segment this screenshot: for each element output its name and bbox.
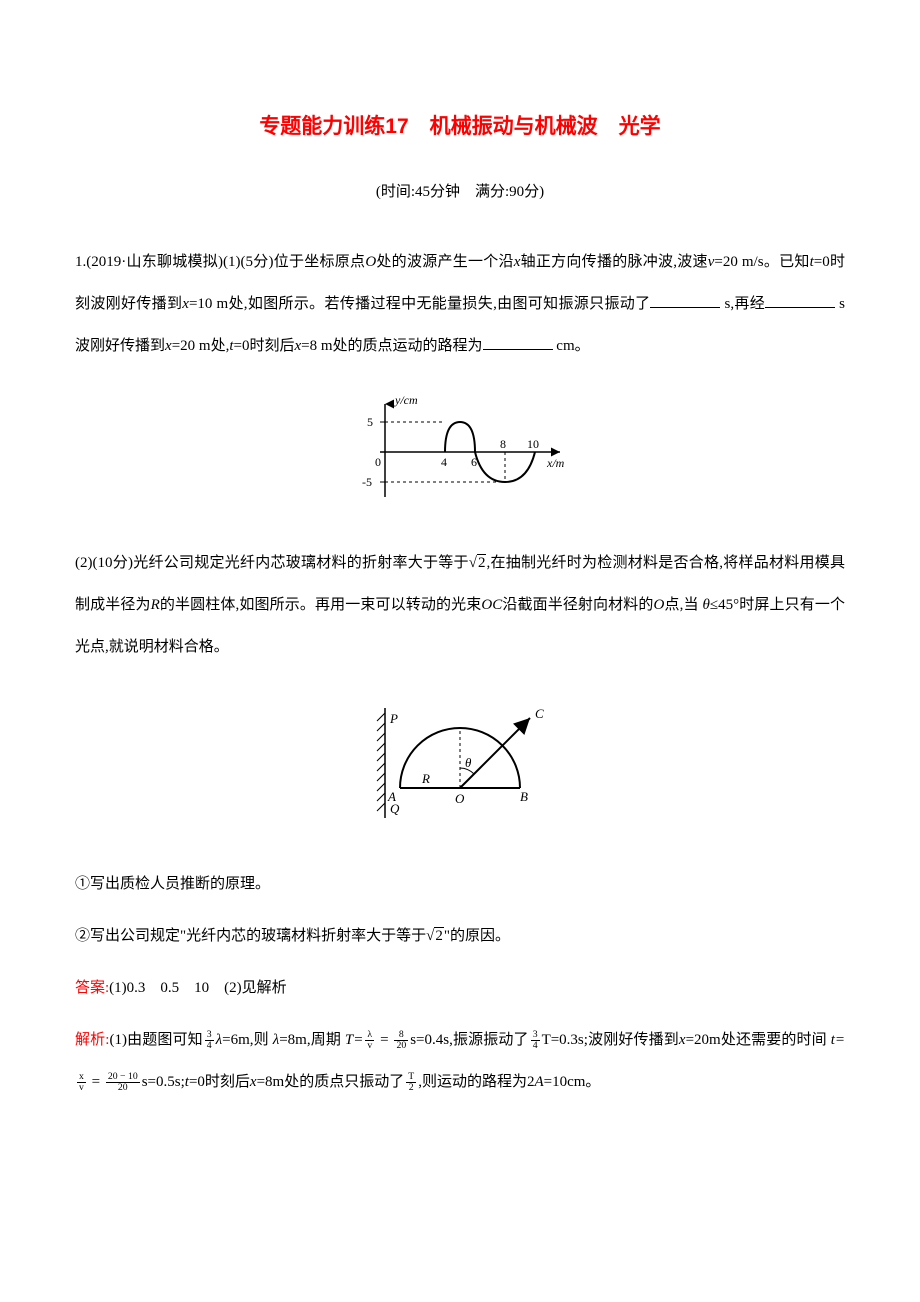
q2-seg3: 沿截面半径射向材料的	[502, 597, 653, 613]
frac-lv: λv	[365, 1030, 374, 1051]
q2-seg2: 的半圆柱体,如图所示。再用一束可以转动的光束	[160, 597, 482, 613]
frac-8-20: 820	[394, 1030, 408, 1051]
question-1-part2: (2)(10分)光纤公司规定光纤内芯玻璃材料的折射率大于等于2,在抽制光纤时为检…	[75, 542, 845, 668]
sqrt2-1: 2	[469, 542, 487, 584]
var-A: A	[534, 1074, 543, 1090]
ex-seg8: s=0.5s;	[142, 1074, 185, 1090]
figure-1-wave: y/cm x/m 5 -5 0 4 6 8 10	[75, 392, 845, 517]
subquestion-2: ②写出公司规定"光纤内芯的玻璃材料折射率大于等于2"的原因。	[75, 915, 845, 957]
figure-2-semicircle: P Q A B C O R θ	[75, 693, 845, 838]
fig1-xlabel: x/m	[546, 456, 565, 470]
q1-seg6: s,再经	[720, 296, 765, 312]
ex-seg11: ,则运动的路程为2	[418, 1074, 534, 1090]
q1-seg10: =8 m处的质点运动的路程为	[301, 338, 482, 354]
var-x-ex: x	[679, 1032, 686, 1048]
q1-seg11: cm。	[553, 338, 590, 354]
fig1-ytick-5: 5	[367, 415, 373, 429]
var-x2: x	[182, 296, 189, 312]
page-title: 专题能力训练17 机械振动与机械波 光学	[75, 110, 845, 140]
ex-seg6: T=0.3s;波刚好传播到	[542, 1032, 679, 1048]
explain-label: 解析:	[75, 1032, 109, 1048]
ex-seg4b: =	[88, 1074, 104, 1090]
var-R: R	[151, 597, 160, 613]
answer-label: 答案:	[75, 980, 109, 996]
var-x-ex2: x	[250, 1074, 257, 1090]
question-1-part1: 1.(2019·山东聊城模拟)(1)(5分)位于坐标原点O处的波源产生一个沿 x 轴…	[75, 241, 845, 367]
fig1-xtick-8: 8	[500, 437, 506, 451]
frac-3-4: 34	[205, 1030, 214, 1051]
q1-seg5: =10 m处,如图所示。若传播过程中无能量损失,由图可知振源只振动了	[189, 296, 650, 312]
ex-seg9: =0时刻后	[189, 1074, 250, 1090]
var-OC: OC	[481, 597, 502, 613]
fig2-theta: θ	[465, 755, 472, 770]
frac-xv: xv	[77, 1072, 86, 1093]
fig1-ytick-neg5: -5	[362, 475, 372, 489]
ex-seg4: =	[376, 1032, 392, 1048]
frac-10-20: 20 − 1020	[106, 1072, 140, 1093]
q1-seg3: =20 m/s。已知	[714, 254, 809, 270]
ex-seg5: s=0.4s,振源振动了	[410, 1032, 528, 1048]
sqrt2-2: 2	[426, 915, 444, 957]
q1-seg1: 处的波源产生一个沿	[376, 254, 514, 270]
q2-seg4: 点,当	[664, 597, 702, 613]
var-x3: x	[165, 338, 172, 354]
fig1-xtick-6: 6	[471, 455, 477, 469]
ex-seg1: (1)由题图可知	[109, 1032, 202, 1048]
fig2-C: C	[535, 706, 544, 721]
var-T: T=	[345, 1032, 363, 1048]
blank-3	[483, 335, 553, 350]
fig2-P: P	[389, 711, 398, 726]
var-theta: θ	[703, 597, 710, 613]
var-O2: O	[654, 597, 665, 613]
fig1-origin: 0	[375, 455, 381, 469]
fig2-B: B	[520, 789, 528, 804]
var-teq: t=	[831, 1032, 845, 1048]
fig2-O: O	[455, 791, 465, 806]
q1-seg8: =20 m处,	[172, 338, 230, 354]
blank-1	[650, 293, 720, 308]
fig1-xtick-4: 4	[441, 455, 447, 469]
subtitle: (时间:45分钟 满分:90分)	[75, 180, 845, 201]
fig2-R: R	[421, 771, 430, 786]
ex-seg7: =20m处还需要的时间	[686, 1032, 831, 1048]
answer-line: 答案:(1)0.3 0.5 10 (2)见解析	[75, 967, 845, 1009]
subquestion-1: ①写出质检人员推断的原理。	[75, 863, 845, 905]
var-O: O	[365, 254, 376, 270]
q2-prefix: (2)(10分)光纤公司规定光纤内芯玻璃材料的折射率大于等于	[75, 555, 469, 571]
fig2-A: A	[387, 789, 396, 804]
answer-text: (1)0.3 0.5 10 (2)见解析	[109, 980, 286, 996]
frac-3-4b: 34	[531, 1030, 540, 1051]
ex-seg2: =6m,则	[222, 1032, 273, 1048]
fig1-xtick-10: 10	[527, 437, 539, 451]
ex-seg3: =8m,周期	[279, 1032, 345, 1048]
subq2-pre: ②写出公司规定"光纤内芯的玻璃材料折射率大于等于	[75, 928, 426, 944]
explanation: 解析:(1)由题图可知34λ=6m,则 λ=8m,周期 T=λv = 820s=…	[75, 1019, 845, 1103]
frac-T2: T2	[406, 1072, 416, 1093]
ex-seg12: =10cm。	[544, 1074, 601, 1090]
q1-seg2: 轴正方向传播的脉冲波,波速	[520, 254, 707, 270]
fig1-ylabel: y/cm	[394, 393, 418, 407]
subq2-post: "的原因。	[444, 928, 510, 944]
blank-2	[765, 293, 835, 308]
q1-seg9: =0时刻后	[234, 338, 295, 354]
q1-text: 1.(2019·山东聊城模拟)(1)(5分)位于坐标原点	[75, 254, 365, 270]
ex-seg10: =8m处的质点只振动了	[257, 1074, 405, 1090]
